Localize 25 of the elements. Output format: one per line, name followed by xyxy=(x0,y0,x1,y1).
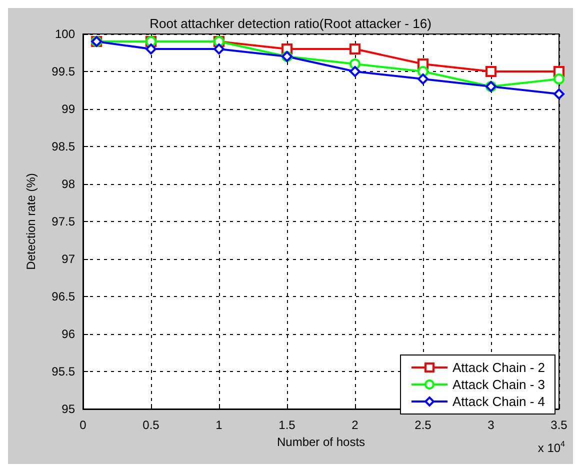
x-tick-label: 3.5 xyxy=(550,418,568,432)
x-tick-label: 1.5 xyxy=(278,418,296,432)
y-axis-title: Detection rate (%) xyxy=(24,173,38,270)
legend-label: Attack Chain - 2 xyxy=(452,360,546,375)
y-tick-label: 97 xyxy=(62,252,76,266)
chart-title: Root attachker detection ratio(Root attacker - 16) xyxy=(150,16,432,31)
legend-label: Attack Chain - 3 xyxy=(452,377,546,392)
x-tick-label: 2.5 xyxy=(414,418,432,432)
x-tick-label: 2 xyxy=(352,418,359,432)
y-tick-label: 95.5 xyxy=(52,364,76,378)
y-tick-label: 95 xyxy=(62,402,76,416)
x-tick-label: 1 xyxy=(216,418,223,432)
y-tick-label: 98.5 xyxy=(52,140,76,154)
x-tick-label: 0.5 xyxy=(142,418,160,432)
y-tick-label: 99 xyxy=(62,102,76,116)
x-tick-label: 3 xyxy=(488,418,495,432)
x-axis-title: Number of hosts xyxy=(276,434,366,449)
x-tick-label: 0 xyxy=(80,418,87,432)
legend-label: Attack Chain - 4 xyxy=(452,394,546,409)
y-tick-label: 99.5 xyxy=(52,64,76,78)
y-tick-label: 96 xyxy=(62,327,76,341)
y-tick-label: 100 xyxy=(54,27,76,41)
y-tick-label: 97.5 xyxy=(52,214,76,228)
y-tick-label: 96.5 xyxy=(52,290,76,304)
y-tick-label: 98 xyxy=(62,177,76,191)
